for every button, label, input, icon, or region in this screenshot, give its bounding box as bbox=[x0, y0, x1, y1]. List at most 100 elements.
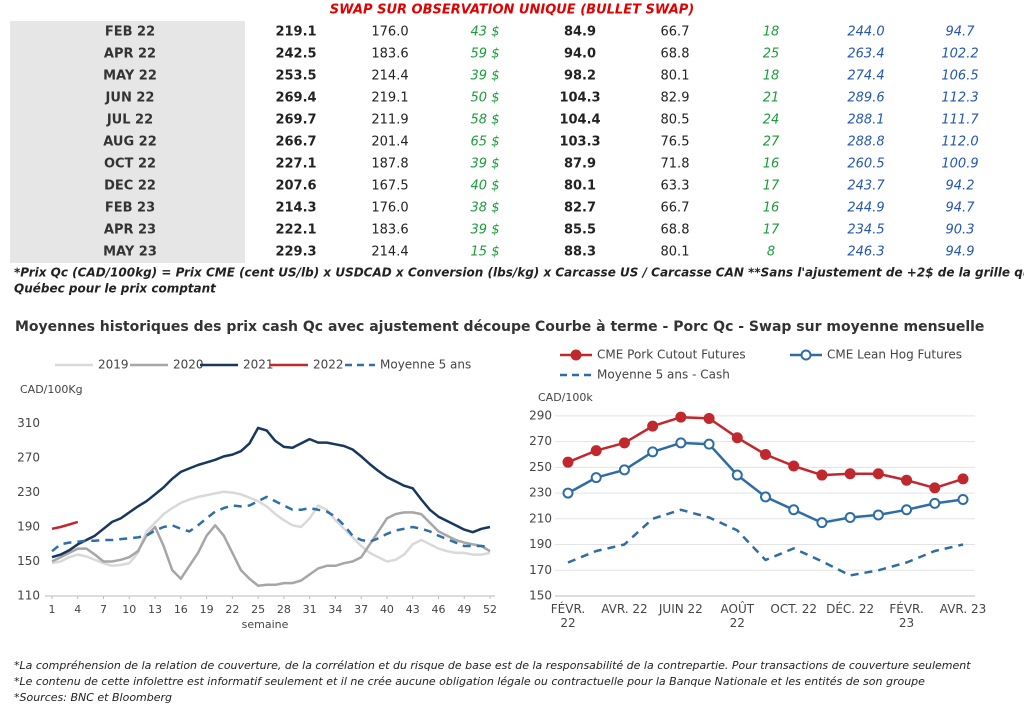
x-tick-label: 4 bbox=[74, 603, 81, 616]
x-tick-label: DÉC. 22 bbox=[826, 602, 875, 616]
point bbox=[675, 437, 687, 449]
series-line bbox=[51, 495, 491, 553]
cell: 24 bbox=[763, 113, 780, 128]
cell: 187.8 bbox=[371, 157, 408, 172]
row-label: DEC 22 bbox=[104, 179, 156, 194]
point bbox=[618, 437, 630, 449]
cell: 18 bbox=[763, 69, 780, 84]
chart-title: Moyennes historiques des prix cash Qc av… bbox=[15, 319, 530, 335]
cell: 8 bbox=[767, 245, 775, 260]
cell: 103.3 bbox=[559, 135, 600, 150]
cell: 27 bbox=[763, 135, 780, 150]
y-tick-label: 190 bbox=[17, 520, 40, 534]
cell: 68.8 bbox=[661, 47, 690, 62]
row-label: JUN 22 bbox=[105, 91, 155, 106]
y-tick-label: 170 bbox=[529, 563, 552, 577]
cell: 183.6 bbox=[371, 223, 408, 238]
row-label: MAY 22 bbox=[103, 69, 157, 84]
cell: 112.3 bbox=[941, 91, 978, 106]
row-label: APR 22 bbox=[104, 47, 156, 62]
cell: 260.5 bbox=[847, 157, 884, 172]
cell: 94.9 bbox=[946, 245, 975, 260]
footnote: Québec pour le prix comptant bbox=[14, 282, 217, 296]
point bbox=[590, 445, 602, 457]
row-label: JUL 22 bbox=[106, 113, 153, 128]
cell: 80.1 bbox=[564, 179, 596, 194]
cell: 102.2 bbox=[941, 47, 978, 62]
x-tick-label: 13 bbox=[148, 603, 162, 616]
point bbox=[647, 420, 659, 432]
cell: 25 bbox=[763, 47, 780, 62]
chart-title: Courbe à terme - Porc Qc - Swap sur moye… bbox=[535, 319, 984, 335]
point bbox=[901, 474, 913, 486]
cell: 263.4 bbox=[847, 47, 884, 62]
x-tick-label: 52 bbox=[483, 603, 497, 616]
point bbox=[703, 438, 715, 450]
cell: 68.8 bbox=[661, 223, 690, 238]
cell: 289.6 bbox=[847, 91, 884, 106]
row-label: APR 23 bbox=[104, 223, 156, 238]
point bbox=[844, 468, 856, 480]
x-tick-label: FÉVR. 22 bbox=[550, 602, 586, 630]
point bbox=[731, 432, 743, 444]
legend-marker bbox=[800, 349, 812, 361]
series-line bbox=[51, 426, 491, 559]
x-tick-label: 1 bbox=[49, 603, 56, 616]
cell: 288.1 bbox=[847, 113, 884, 128]
x-tick-label: OCT. 22 bbox=[770, 602, 818, 616]
cell: 214.4 bbox=[371, 245, 408, 260]
point bbox=[788, 504, 800, 516]
y-tick-label: 190 bbox=[529, 537, 552, 551]
cell: 17 bbox=[763, 223, 780, 238]
legend-label: CME Pork Cutout Futures bbox=[597, 348, 746, 362]
cell: 39 $ bbox=[471, 223, 500, 238]
y-tick-label: 270 bbox=[17, 451, 40, 465]
x-tick-label: 49 bbox=[457, 603, 471, 616]
cell: 50 $ bbox=[471, 91, 500, 106]
point bbox=[731, 469, 743, 481]
series-line bbox=[567, 508, 964, 577]
x-tick-label: 7 bbox=[100, 603, 107, 616]
cell: 82.7 bbox=[564, 201, 596, 216]
x-tick-label: 22 bbox=[225, 603, 239, 616]
cell: 207.6 bbox=[275, 179, 316, 194]
cell: 269.4 bbox=[275, 91, 316, 106]
legend-label: Moyenne 5 ans bbox=[380, 358, 471, 372]
cell: 43 $ bbox=[471, 25, 500, 40]
point bbox=[675, 411, 687, 423]
x-tick-label: AVR. 23 bbox=[939, 602, 987, 616]
cell: 201.4 bbox=[371, 135, 408, 150]
x-tick-label: 16 bbox=[174, 603, 188, 616]
cell: 18 bbox=[763, 25, 780, 40]
cell: 38 $ bbox=[471, 201, 500, 216]
cell: 40 $ bbox=[471, 179, 500, 194]
y-tick-label: 150 bbox=[529, 589, 552, 603]
y-axis-label: CAD/100k bbox=[538, 391, 593, 404]
cell: 100.9 bbox=[941, 157, 978, 172]
cell: 94.7 bbox=[946, 25, 976, 40]
cell: 266.7 bbox=[275, 135, 316, 150]
cell: 229.3 bbox=[275, 245, 316, 260]
cell: 222.1 bbox=[275, 223, 316, 238]
cell: 244.0 bbox=[847, 25, 884, 40]
y-tick-label: 110 bbox=[17, 589, 40, 603]
x-tick-label: 25 bbox=[251, 603, 265, 616]
y-tick-label: 290 bbox=[529, 408, 552, 422]
cell: 227.1 bbox=[275, 157, 316, 172]
cell: 71.8 bbox=[661, 157, 690, 172]
point bbox=[816, 517, 828, 529]
cell: 111.7 bbox=[941, 113, 979, 128]
y-tick-label: 270 bbox=[529, 434, 552, 448]
x-tick-label: 28 bbox=[277, 603, 291, 616]
cell: 104.4 bbox=[559, 113, 600, 128]
point bbox=[844, 512, 856, 524]
y-tick-label: 310 bbox=[17, 416, 40, 430]
note: *Le contenu de cette infolettre est info… bbox=[14, 675, 925, 688]
x-tick-label: 10 bbox=[122, 603, 136, 616]
footnote: *Prix Qc (CAD/100kg) = Prix CME (cent US… bbox=[14, 266, 1024, 280]
cell: 63.3 bbox=[661, 179, 690, 194]
cell: 80.1 bbox=[661, 69, 690, 84]
y-axis-label: CAD/100Kg bbox=[20, 383, 83, 396]
cell: 246.3 bbox=[847, 245, 884, 260]
point bbox=[929, 482, 941, 494]
